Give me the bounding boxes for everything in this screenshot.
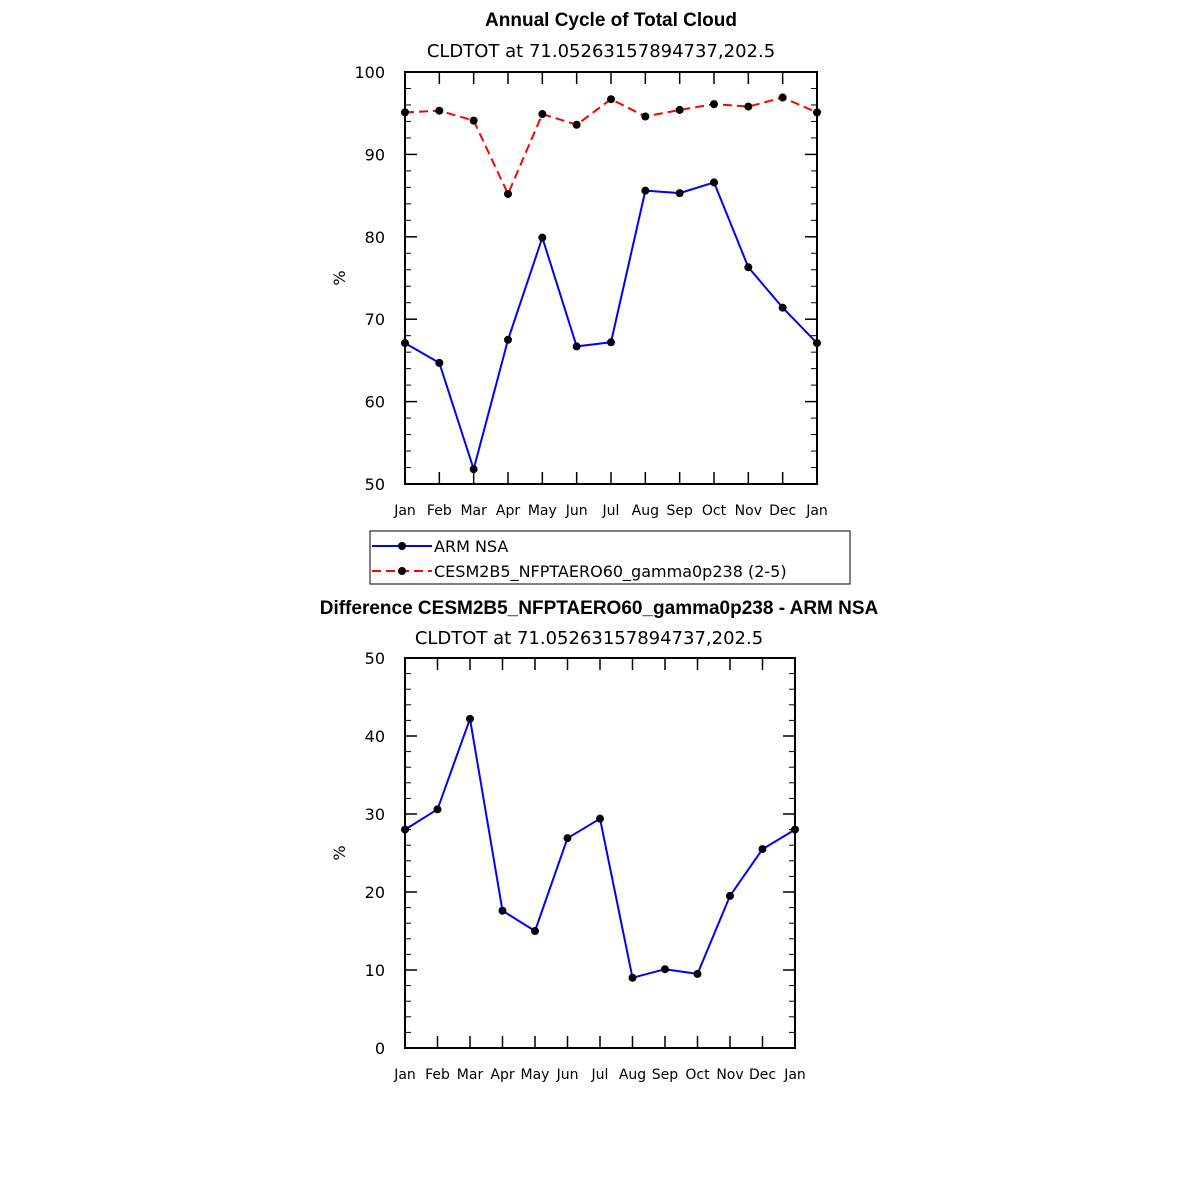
x-tick-label: Feb <box>425 1067 450 1083</box>
difference-chart: Difference CESM2B5_NFPTAERO60_gamma0p238… <box>320 598 879 1083</box>
y-tick-label: 90 <box>365 145 385 164</box>
data-point <box>466 714 474 723</box>
legend-box <box>369 530 851 585</box>
data-point <box>778 93 787 102</box>
data-point <box>791 825 799 834</box>
data-point <box>504 335 512 344</box>
data-point <box>813 339 821 348</box>
y-tick-label: 100 <box>354 63 385 82</box>
x-tick-label: Sep <box>666 503 693 519</box>
data-point <box>675 189 684 198</box>
data-point <box>538 233 547 242</box>
legend-label-arm-nsa: ARM NSA <box>434 537 508 556</box>
x-tick-label: Nov <box>716 1067 743 1083</box>
x-tick-label: Jun <box>556 1067 579 1083</box>
x-tick-label: Jul <box>602 503 620 519</box>
legend-marker-cesm2b5 <box>398 567 406 575</box>
data-point <box>641 112 650 121</box>
annual-cycle-plot-area: 50 60 70 80 90 100 Jan Feb Mar Apr May Jun Jul Aug Sep… <box>330 63 828 519</box>
x-tick-label: Dec <box>769 503 796 519</box>
x-tick-label: Jan <box>783 1067 806 1083</box>
data-point <box>778 303 787 312</box>
data-point <box>401 825 409 834</box>
data-point <box>758 845 767 854</box>
data-point <box>401 339 409 348</box>
data-point <box>435 106 444 115</box>
x-tick-label: Feb <box>427 503 452 519</box>
y-tick-label: 70 <box>365 310 385 329</box>
data-point <box>469 465 478 474</box>
legend-marker-arm-nsa <box>398 542 406 550</box>
y-axis-label: % <box>330 270 349 285</box>
x-tick-label: May <box>521 1067 550 1083</box>
data-point <box>607 95 615 104</box>
plot-frame <box>404 71 818 485</box>
data-point <box>675 105 684 114</box>
y-tick-label: 40 <box>365 727 385 746</box>
y-axis-label: % <box>330 845 349 860</box>
data-point <box>726 891 734 900</box>
x-tick-label: Oct <box>685 1067 710 1083</box>
data-point <box>572 342 581 351</box>
data-point <box>661 965 669 974</box>
chart-subtitle: CLDTOT at 71.05263157894737,202.5 <box>415 628 763 649</box>
data-point <box>710 178 718 187</box>
data-point <box>531 927 539 935</box>
data-point <box>607 338 615 347</box>
difference-plot-area: 0 10 20 30 40 50 Jan Feb Mar Apr May Jun Jul Aug Sep Oc… <box>330 649 806 1083</box>
data-point <box>504 189 512 198</box>
legend: ARM NSA CESM2B5_NFPTAERO60_gamma0p238 (2… <box>369 530 851 585</box>
y-tick-label: 80 <box>365 228 385 247</box>
y-tick-label: 60 <box>365 393 385 412</box>
y-tick-label: 30 <box>365 805 385 824</box>
data-point <box>563 834 572 843</box>
data-point <box>813 108 821 117</box>
y-tick-label: 10 <box>365 961 385 980</box>
data-point <box>710 100 718 109</box>
series-line-0 <box>404 181 818 471</box>
data-point <box>628 973 637 982</box>
data-point <box>572 120 581 129</box>
y-tick-label: 0 <box>375 1039 385 1058</box>
x-tick-label: Jan <box>393 503 416 519</box>
x-tick-label: Mar <box>460 503 487 519</box>
data-point <box>744 102 753 111</box>
chart-title: Difference CESM2B5_NFPTAERO60_gamma0p238… <box>320 598 879 619</box>
data-point <box>435 358 444 367</box>
chart-title: Annual Cycle of Total Cloud <box>485 10 737 31</box>
x-tick-label: Oct <box>702 503 727 519</box>
x-tick-label: Aug <box>632 503 659 519</box>
x-tick-label: Dec <box>749 1067 776 1083</box>
y-tick-label: 50 <box>365 475 385 494</box>
data-point <box>498 906 507 915</box>
data-point <box>693 969 702 978</box>
legend-label-cesm2b5: CESM2B5_NFPTAERO60_gamma0p238 (2-5) <box>434 562 787 582</box>
data-point <box>433 805 442 814</box>
x-tick-label: Apr <box>496 503 520 519</box>
plot-frame <box>404 657 796 1049</box>
x-tick-label: Nov <box>735 503 762 519</box>
x-tick-label: Apr <box>490 1067 514 1083</box>
y-tick-label: 50 <box>365 649 385 668</box>
x-tick-label: Jun <box>565 503 588 519</box>
data-point <box>596 814 604 823</box>
x-tick-label: Jan <box>805 503 828 519</box>
data-point <box>401 108 409 117</box>
annual-cycle-chart: Annual Cycle of Total Cloud CLDTOT at 71… <box>330 10 851 585</box>
series-line-0 <box>404 717 796 979</box>
data-point <box>744 263 753 272</box>
data-point <box>538 110 547 119</box>
x-tick-label: Jan <box>393 1067 416 1083</box>
x-tick-label: Aug <box>619 1067 646 1083</box>
x-tick-label: Mar <box>457 1067 484 1083</box>
x-tick-label: Jul <box>591 1067 609 1083</box>
series-line-1 <box>404 96 818 195</box>
chart-subtitle: CLDTOT at 71.05263157894737,202.5 <box>427 41 775 62</box>
x-tick-label: May <box>528 503 557 519</box>
data-point <box>469 116 478 125</box>
y-tick-label: 20 <box>365 883 385 902</box>
data-point <box>641 186 650 195</box>
x-tick-label: Sep <box>652 1067 679 1083</box>
